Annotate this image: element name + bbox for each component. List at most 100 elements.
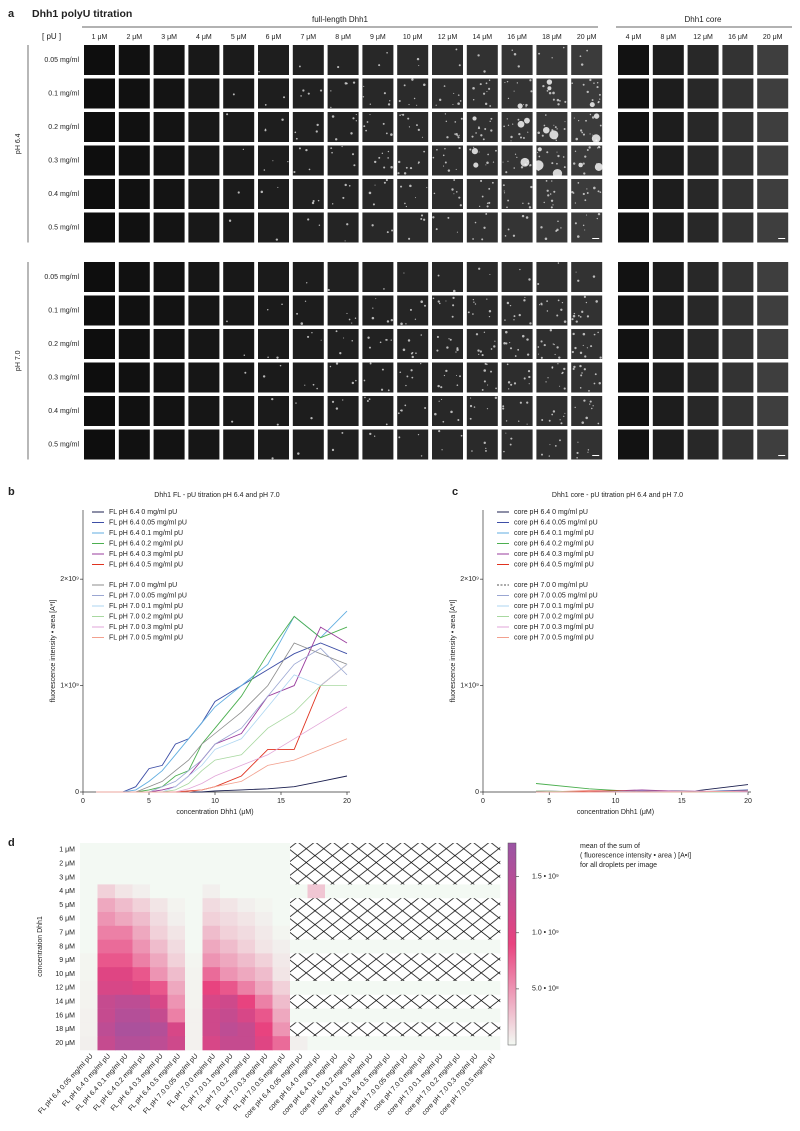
droplet [438,430,441,433]
droplet [526,338,529,341]
droplet [454,121,457,123]
droplet [528,206,532,209]
missing-cell [412,870,431,885]
micrograph [501,362,533,393]
legend-label: core pH 7.0 0.3 mg/ml pU [514,624,594,631]
droplet [596,81,599,84]
micrograph [84,45,115,75]
heat-cell [132,912,151,927]
droplet [484,102,488,106]
droplet [287,161,289,163]
droplet [386,320,390,323]
droplet [489,105,492,107]
droplet [409,184,412,188]
droplet [577,441,579,443]
column-label: 4 μM [626,34,642,41]
missing-cell [325,843,343,858]
droplet [276,356,279,359]
heat-cell [167,870,186,885]
droplet [572,192,575,194]
droplet [362,96,365,98]
droplet [452,296,455,300]
heat-cell [185,939,203,954]
missing-cell [307,912,326,927]
droplet [350,132,353,135]
droplet [552,410,556,413]
missing-cell [482,953,501,968]
droplet [446,136,449,139]
droplet [550,206,553,209]
micrograph [432,179,463,209]
micrograph [188,429,220,460]
droplet [472,86,475,90]
micrograph [571,396,603,426]
heat-cell [290,1036,308,1051]
droplet [528,383,530,385]
droplet [597,190,600,193]
micrograph [397,212,429,243]
heat-cell [430,981,448,996]
droplet [586,188,588,190]
heat-cell [255,1022,273,1037]
heat-cell [482,939,501,954]
droplet [372,203,375,206]
droplet [258,71,260,73]
droplet [418,65,420,67]
micrograph [687,145,719,176]
droplet [460,434,463,437]
micrograph [292,262,324,292]
micrograph [571,179,603,209]
row-label: 12 μM [55,985,75,992]
droplet [596,163,598,165]
droplet [512,234,516,237]
micrograph [153,179,185,209]
droplet [271,457,274,460]
droplet [557,220,559,223]
micrograph [536,179,568,209]
droplet [437,384,440,388]
micrograph [397,429,429,460]
droplet [514,355,517,357]
droplet [537,131,541,135]
heat-cell [150,884,168,899]
droplet [503,450,505,453]
droplet [582,192,585,196]
droplet [593,382,596,385]
droplet [483,226,486,229]
droplet [584,199,587,202]
heat-cell [167,1008,186,1023]
micrograph [618,78,649,109]
missing-cell [447,870,466,885]
droplet [579,55,582,58]
droplet [549,130,559,140]
heat-cell [220,1008,238,1023]
droplet [547,86,552,91]
missing-cell [395,856,413,871]
micrograph [722,212,754,243]
heat-cell [307,1036,326,1051]
legend-label: core pH 7.0 0.05 mg/ml pU [514,592,598,599]
missing-cell [430,843,448,858]
colorbar-tick-label: 1.5 • 10⁹ [532,874,559,881]
droplet [530,90,533,93]
droplet [477,349,480,352]
heat-cell [272,884,291,899]
heat-cell [255,1036,273,1051]
droplet [527,370,531,373]
droplet [432,156,435,159]
droplet [483,441,486,445]
droplet [390,318,394,322]
micrograph [84,112,115,142]
missing-cell [377,994,396,1009]
micrograph [501,396,533,426]
droplet [398,99,401,103]
column-label: 6 μM [266,34,282,41]
droplet [405,384,407,387]
row-label: 0.3 mg/ml [48,374,79,381]
droplet [507,381,511,384]
droplet [335,407,339,410]
missing-cell [307,967,326,982]
micrograph [618,429,649,460]
droplet [573,162,576,165]
droplet [414,318,417,320]
